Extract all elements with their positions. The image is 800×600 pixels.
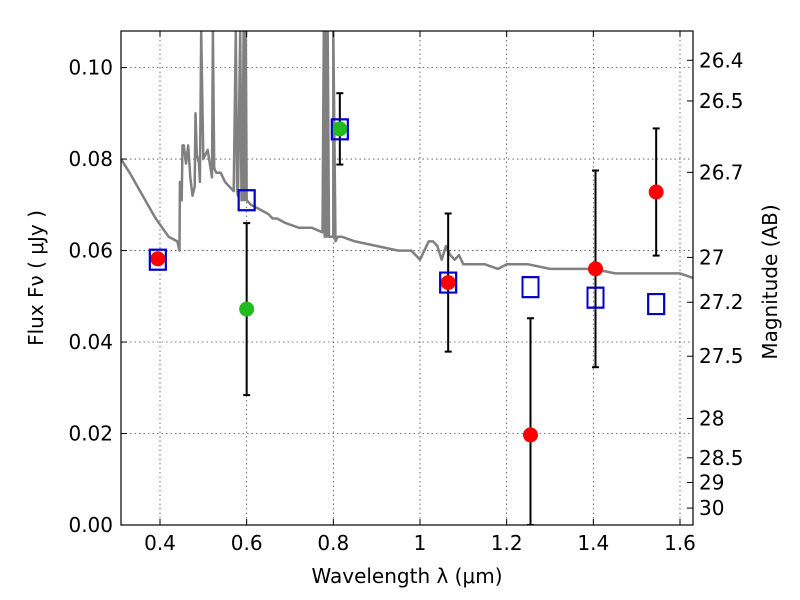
model-flux-square-outline: [237, 189, 256, 212]
x-tick-label: 0.6: [231, 531, 263, 555]
observed-flux-point: [150, 251, 166, 267]
x-tick-label: 1.4: [577, 531, 609, 555]
observed-flux-point: [239, 301, 255, 317]
y2-tick-label: 28: [699, 406, 724, 430]
observed-flux-point: [523, 427, 538, 443]
plot-frame: [120, 30, 694, 526]
y2-tick-label: 26.7: [699, 160, 744, 184]
y2-tick-label: 27.2: [699, 290, 744, 314]
y2-tick-label: 29: [699, 470, 724, 494]
model-flux-square-outline: [439, 271, 458, 294]
x-tick-label: 1: [414, 531, 427, 555]
y2-tick-label: 30: [699, 496, 724, 520]
y2-tick-label: 26.5: [699, 89, 744, 113]
model-flux-square-outline: [521, 276, 540, 299]
model-flux-square-outline: [330, 118, 349, 141]
observed-flux-point: [332, 121, 348, 137]
observed-flux-point: [588, 261, 603, 277]
x-tick-label: 0.8: [317, 531, 349, 555]
x-tick-label: 1.2: [491, 531, 523, 555]
x-tick-label: 1.6: [664, 531, 696, 555]
model-flux-square-outline: [148, 248, 167, 271]
x-axis-label: Wavelength λ (μm): [311, 564, 502, 588]
y2-tick-label: 26.4: [699, 48, 744, 72]
y-tick-label: 0.00: [68, 513, 113, 537]
y2-axis-label: Magnitude (AB): [758, 204, 782, 359]
y-tick-label: 0.06: [68, 239, 113, 263]
y-axis-label: Flux Fν ( μJy ): [24, 210, 48, 346]
axis-ticks: 0.4 0.6 0.8 1 1.2 1.4 1.6 0.00 0.02 0.04 0.06 0.08 0…: [68, 31, 744, 555]
observed-flux-point: [440, 275, 456, 291]
y-tick-label: 0.08: [68, 147, 113, 171]
x-tick-label: 0.4: [144, 531, 176, 555]
observed-flux-point: [648, 184, 664, 200]
y-tick-label: 0.10: [68, 56, 113, 80]
plot-data: [121, 31, 693, 525]
model-sed-line: [121, 31, 693, 280]
y2-tick-label: 27: [699, 245, 724, 269]
y2-tick-label: 27.5: [699, 344, 744, 368]
model-flux-square-outline: [586, 286, 605, 309]
y-tick-label: 0.02: [68, 422, 113, 446]
y-tick-label: 0.04: [68, 330, 113, 354]
y2-tick-label: 28.5: [699, 446, 744, 470]
model-flux-square-outline: [647, 293, 666, 316]
